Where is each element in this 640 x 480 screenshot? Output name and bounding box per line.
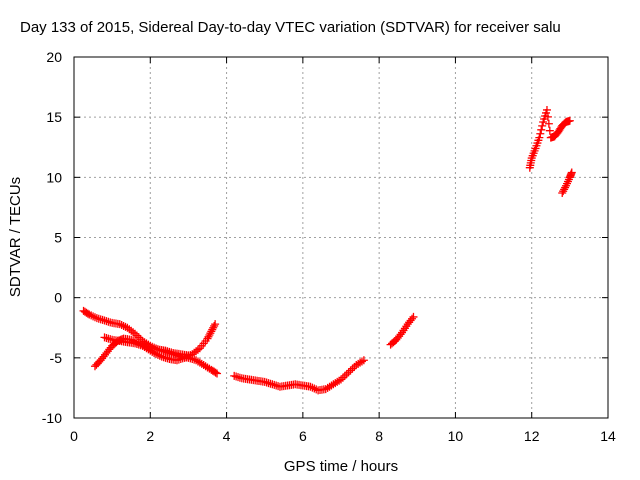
data-point [558,188,567,197]
data-markers [79,105,576,395]
y-tick-label: 20 [46,49,62,65]
x-tick-label: 10 [448,428,464,444]
data-point [538,121,547,130]
data-point [203,334,212,343]
y-tick-label: -10 [42,410,62,426]
y-tick-label: -5 [50,350,63,366]
data-point [115,320,124,329]
x-tick-label: 14 [600,428,616,444]
y-tick-label: 10 [46,169,62,185]
data-point [213,369,222,378]
data-point [565,116,574,125]
data-point [537,125,546,134]
data-point [561,183,570,192]
data-point [346,366,355,375]
data-point [207,327,216,336]
data-point [131,329,140,338]
data-point [117,321,126,330]
data-point [542,105,551,114]
data-point [408,314,417,323]
data-point [211,368,220,377]
data-point [306,382,315,391]
data-point [543,112,552,121]
data-point [544,119,553,128]
x-tick-label: 12 [524,428,540,444]
data-point [206,329,215,338]
data-point [342,370,351,379]
x-tick-label: 0 [70,428,78,444]
data-point [89,312,98,321]
data-point [338,373,347,382]
data-point [536,129,545,138]
data-point [208,325,217,334]
data-point [209,323,218,332]
data-series [558,168,576,197]
x-tick-label: 4 [223,428,231,444]
data-point [132,331,141,340]
data-point [409,312,418,321]
y-tick-label: 0 [54,290,62,306]
chart-title: Day 133 of 2015, Sidereal Day-to-day VTE… [20,19,561,36]
grid [74,57,608,418]
data-point [567,168,576,177]
x-axis-label: GPS time / hours [284,458,398,475]
data-point [87,311,96,320]
data-point [90,313,99,322]
data-point [340,371,349,380]
data-point [184,351,193,360]
data-series [230,356,368,395]
data-series [525,105,574,172]
x-tick-label: 6 [299,428,307,444]
data-point [204,332,213,341]
data-point [210,321,219,330]
data-series [386,312,418,349]
data-point [348,364,357,373]
y-tick-label: 15 [46,109,62,125]
y-axis-label: SDTVAR / TECUs [7,177,24,297]
data-point [85,310,94,319]
data-point [559,187,568,196]
data-point [535,133,544,142]
data-point [310,384,319,393]
data-point [344,368,353,377]
data-point [308,383,317,392]
data-point [83,309,92,318]
data-point [193,345,202,354]
y-tick-label: 5 [54,230,62,246]
data-point [359,356,368,365]
x-tick-label: 8 [375,428,383,444]
data-point [119,321,128,330]
data-point [205,330,214,339]
data-point [211,320,220,329]
data-point [545,126,554,135]
x-tick-label: 2 [146,428,154,444]
data-point [357,357,366,366]
axis-ticks: 0 2 4 6 8 10 12 14 -10 -5 0 5 10 15 20 [42,49,616,444]
data-point [337,375,345,384]
data-point [560,185,569,194]
data-series [100,333,193,360]
